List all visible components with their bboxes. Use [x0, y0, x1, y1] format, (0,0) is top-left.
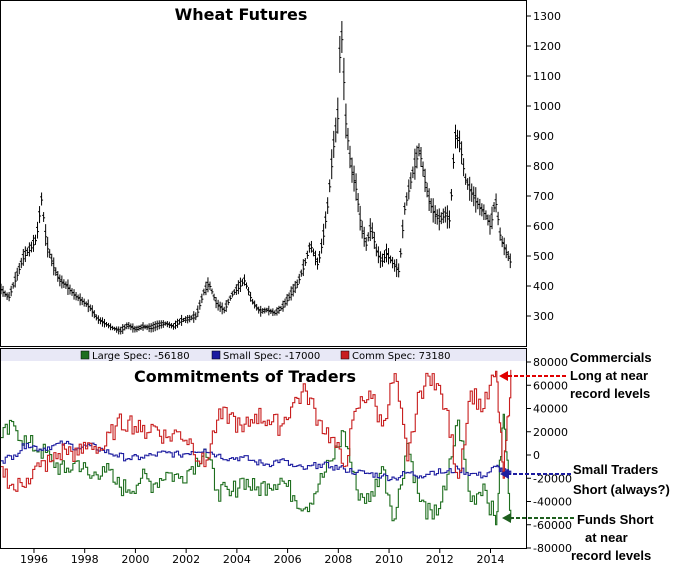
annotation-funds-line-3: record levels	[571, 548, 651, 563]
legend-label-small-spec: Small Spec: -17000	[223, 351, 320, 362]
annotation-funds-arrowhead	[502, 513, 511, 523]
legend-label-comm-spec: Comm Spec: 73180	[352, 351, 450, 362]
x-tick-label: 1996	[20, 553, 48, 566]
annotation-funds-line-2: at near	[585, 530, 628, 545]
price-y-tick-label: 800	[533, 160, 554, 173]
annotation-commercials-line-2: Long at near	[570, 368, 648, 383]
legend-swatch-comm-spec	[340, 350, 350, 360]
annotation-commercials-line-1: Commercials	[570, 350, 652, 365]
x-tick-label: 2010	[375, 553, 403, 566]
annotation-commercials-line-3: record levels	[570, 386, 650, 401]
cot-y-tick-label: -80000	[533, 542, 572, 555]
cot-legend: Large Spec: -56180 Small Spec: -17000 Co…	[80, 350, 450, 362]
cot-y-tick-label: 60000	[533, 379, 568, 392]
price-y-tick-label: 400	[533, 280, 554, 293]
price-panel-frame	[0, 0, 527, 347]
x-tick-label: 2008	[324, 553, 352, 566]
price-y-tick-label: 300	[533, 310, 554, 323]
annotation-commercials: Commercials Long at near record levels	[499, 350, 652, 401]
cot-y-tick-label: 80000	[533, 356, 568, 369]
annotation-small-traders-arrowhead	[500, 469, 509, 479]
annotation-small-traders: Small Traders Short (always?)	[500, 462, 670, 497]
price-y-tick-label: 700	[533, 190, 554, 203]
cot-y-tick-label: 0	[533, 449, 540, 462]
legend-strip	[1, 349, 526, 361]
price-y-tick-label: 600	[533, 220, 554, 233]
price-y-tick-label: 1100	[533, 70, 561, 83]
price-y-tick-label: 900	[533, 130, 554, 143]
x-tick-label: 2002	[172, 553, 200, 566]
cot-y-tick-label: -60000	[533, 519, 572, 532]
annotation-funds-line-1: Funds Short	[577, 512, 654, 527]
legend-swatch-small-spec	[211, 350, 221, 360]
cot-lines	[1, 369, 512, 526]
legend-swatch-large-spec	[80, 350, 90, 360]
x-tick-label: 1998	[71, 553, 99, 566]
legend-label-large-spec: Large Spec: -56180	[92, 351, 190, 362]
price-y-tick-label: 1200	[533, 40, 561, 53]
price-y-tick-label: 500	[533, 250, 554, 263]
cot-series-comm-spec	[1, 369, 512, 492]
cot-series-large-spec	[1, 413, 512, 526]
cot-y-tick-label: 20000	[533, 426, 568, 439]
cot-y-tick-label: -20000	[533, 472, 572, 485]
cot-y-tick-label: -40000	[533, 496, 572, 509]
cot-y-tick-label: 40000	[533, 403, 568, 416]
annotation-funds: Funds Short at near record levels	[502, 512, 654, 563]
cot-chart-title: Commitments of Traders	[134, 367, 356, 386]
annotation-small-traders-line-2: Short (always?)	[573, 482, 670, 497]
annotation-small-traders-line-1: Small Traders	[573, 462, 658, 477]
price-y-tick-label: 1300	[533, 10, 561, 23]
x-tick-label: 2014	[476, 553, 504, 566]
axes: 300 400 500 600 700 800 900 1000 1100 1200 1300 -80…	[20, 10, 572, 566]
x-tick-label: 2006	[274, 553, 302, 566]
x-tick-label: 2012	[426, 553, 454, 566]
annotation-commercials-arrowhead	[499, 371, 508, 381]
price-chart-title: Wheat Futures	[175, 5, 308, 24]
price-y-tick-label: 1000	[533, 100, 561, 113]
x-tick-label: 2000	[121, 553, 149, 566]
x-tick-label: 2004	[223, 553, 251, 566]
price-bars	[0, 21, 512, 335]
